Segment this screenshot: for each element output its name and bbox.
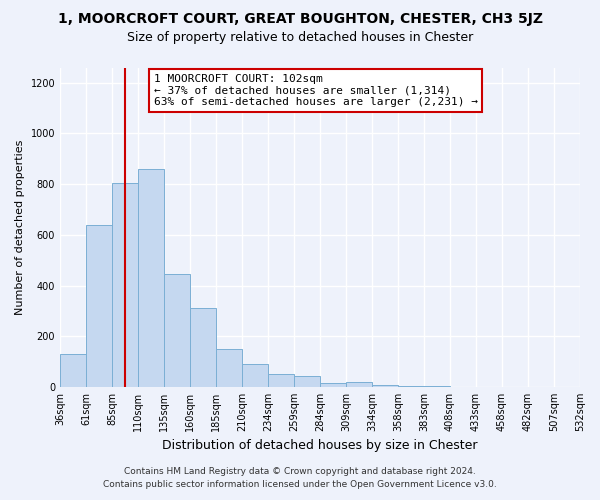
Text: Size of property relative to detached houses in Chester: Size of property relative to detached ho…	[127, 31, 473, 44]
Text: 1 MOORCROFT COURT: 102sqm
← 37% of detached houses are smaller (1,314)
63% of se: 1 MOORCROFT COURT: 102sqm ← 37% of detac…	[154, 74, 478, 107]
Bar	[268, 374, 294, 387]
Bar	[60, 354, 86, 387]
Bar	[320, 383, 346, 387]
Bar	[112, 183, 138, 387]
Bar	[190, 308, 216, 387]
Bar	[164, 274, 190, 387]
Bar	[346, 382, 372, 387]
Y-axis label: Number of detached properties: Number of detached properties	[15, 140, 25, 315]
Bar	[242, 364, 268, 387]
Bar	[372, 385, 398, 387]
Bar	[86, 224, 112, 387]
X-axis label: Distribution of detached houses by size in Chester: Distribution of detached houses by size …	[162, 440, 478, 452]
Bar	[424, 386, 450, 387]
Text: 1, MOORCROFT COURT, GREAT BOUGHTON, CHESTER, CH3 5JZ: 1, MOORCROFT COURT, GREAT BOUGHTON, CHES…	[58, 12, 542, 26]
Bar	[398, 386, 424, 387]
Bar	[216, 349, 242, 387]
Bar	[138, 169, 164, 387]
Text: Contains HM Land Registry data © Crown copyright and database right 2024.
Contai: Contains HM Land Registry data © Crown c…	[103, 467, 497, 489]
Bar	[294, 376, 320, 387]
